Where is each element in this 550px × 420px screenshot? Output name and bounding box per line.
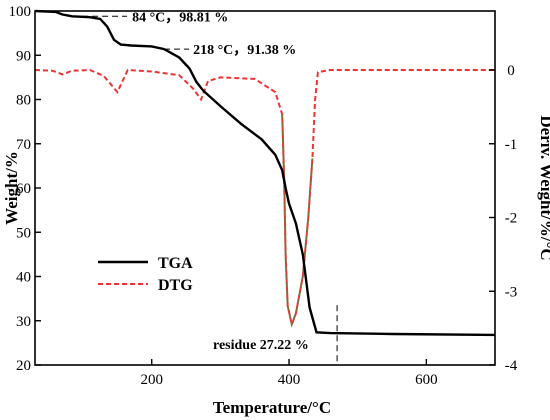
legend-dtg-label: DTG: [158, 277, 193, 294]
y-left-tick-label: 60: [16, 181, 31, 197]
annotations: 84 °C，98.81 % 218 °C，91.38 % residue 27.22…: [72, 10, 338, 365]
plot-lines: [34, 9, 496, 337]
y-axis-left-label: Weight/%: [2, 151, 21, 225]
annotation-84-label: 84 °C，98.81 %: [132, 10, 228, 25]
legend-tga-label: TGA: [158, 255, 193, 272]
y-right-tick-label: 0: [507, 63, 515, 79]
y-right-tick-label: -2: [505, 211, 518, 227]
y-left-tick-label: 40: [16, 270, 31, 286]
x-tick-label: 400: [278, 372, 301, 388]
x-axis-label: Temperature/°C: [213, 398, 331, 417]
y-left-tick-label: 50: [16, 225, 31, 241]
y-left-tick-label: 70: [16, 137, 31, 153]
y-left-tick-label: 80: [16, 93, 31, 109]
y-right-tick-label: -4: [505, 358, 518, 374]
y-left-tick-label: 90: [16, 48, 31, 64]
y-right-tick-label: -1: [505, 137, 518, 153]
annotation-residue-label: residue 27.22 %: [213, 338, 309, 353]
axis-ticks: 200 400 600 20 30 40 50 60 70 80 90 100 -4 -3 -2 -1 0: [9, 4, 518, 388]
y-left-tick-label: 100: [9, 4, 32, 20]
y-left-tick-label: 30: [16, 314, 31, 330]
annotation-218-label: 218 °C，91.38 %: [193, 43, 296, 58]
legend: TGA DTG: [98, 255, 193, 294]
y-right-tick-label: -3: [505, 284, 518, 300]
x-tick-label: 600: [415, 372, 438, 388]
tga-series-line: [34, 9, 496, 337]
dtg-peak-segment: [281, 114, 314, 328]
y-left-tick-label: 20: [16, 358, 31, 374]
dtg-series-line: [34, 68, 495, 328]
y-axis-right-label: Deriv. Weight/%/°C: [537, 115, 550, 260]
x-tick-label: 200: [140, 372, 163, 388]
